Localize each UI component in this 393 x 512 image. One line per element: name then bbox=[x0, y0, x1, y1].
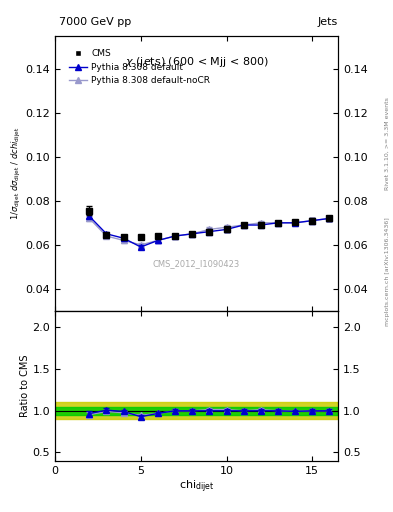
Text: $\chi$ (jets) (600 < Mjj < 800): $\chi$ (jets) (600 < Mjj < 800) bbox=[125, 55, 268, 69]
Text: mcplots.cern.ch [arXiv:1306.3436]: mcplots.cern.ch [arXiv:1306.3436] bbox=[385, 217, 389, 326]
Bar bbox=[55, 407, 338, 415]
X-axis label: chi$_\mathrm{dijet}$: chi$_\mathrm{dijet}$ bbox=[179, 478, 214, 495]
Text: CMS_2012_I1090423: CMS_2012_I1090423 bbox=[153, 260, 240, 269]
Text: Jets: Jets bbox=[318, 16, 338, 27]
Text: Rivet 3.1.10, >= 3.3M events: Rivet 3.1.10, >= 3.3M events bbox=[385, 97, 389, 190]
Text: 7000 GeV pp: 7000 GeV pp bbox=[59, 16, 131, 27]
Bar bbox=[55, 402, 338, 419]
Y-axis label: $1/\sigma_\mathrm{dijet}$ $d\sigma_\mathrm{dijet}$ / $dchi_\mathrm{dijet}$: $1/\sigma_\mathrm{dijet}$ $d\sigma_\math… bbox=[9, 126, 23, 220]
Legend: CMS, Pythia 8.308 default, Pythia 8.308 default-noCR: CMS, Pythia 8.308 default, Pythia 8.308 … bbox=[65, 46, 214, 89]
Y-axis label: Ratio to CMS: Ratio to CMS bbox=[20, 354, 29, 417]
